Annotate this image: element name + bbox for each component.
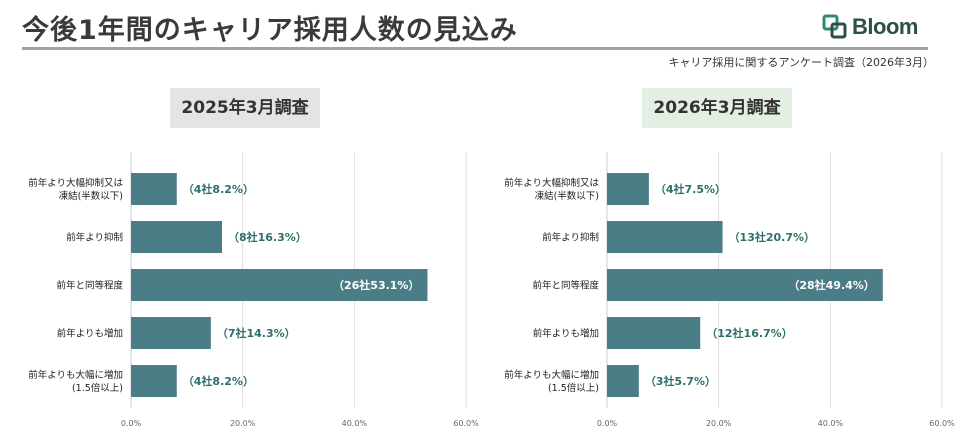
data-label: （3社5.7%） [645, 374, 716, 388]
data-label: （12社16.7%） [706, 326, 792, 340]
category-label: (1.5倍以上) [548, 382, 599, 394]
data-label: （28社49.4%） [788, 278, 874, 292]
bar [607, 173, 649, 205]
category-label: 前年より抑制 [66, 232, 123, 244]
category-label: 凍結(半数以下) [535, 190, 599, 202]
bar [131, 173, 177, 205]
data-label: （8社16.3%） [228, 230, 307, 244]
x-tick-label: 60.0% [929, 419, 955, 428]
category-label: 前年より大幅抑制又は [28, 177, 123, 189]
bar [131, 365, 177, 397]
bar [607, 269, 883, 301]
category-label: 前年と同等程度 [56, 280, 123, 292]
category-label: (1.5倍以上) [72, 382, 123, 394]
x-tick-label: 40.0% [818, 419, 844, 428]
title-divider [22, 47, 928, 50]
bar [131, 317, 211, 349]
bar [607, 317, 701, 349]
x-tick-label: 20.0% [230, 419, 256, 428]
x-tick-label: 0.0% [597, 419, 618, 428]
category-label: 前年よりも大幅に増加 [504, 369, 599, 381]
x-tick-label: 20.0% [706, 419, 732, 428]
bar [131, 221, 223, 253]
data-label: （4社8.2%） [183, 374, 254, 388]
category-label: 前年より大幅抑制又は [504, 177, 599, 189]
category-label: 凍結(半数以下) [59, 190, 123, 202]
data-label: （26社53.1%） [333, 278, 419, 292]
category-label: 前年よりも増加 [57, 328, 123, 340]
x-tick-label: 60.0% [453, 419, 479, 428]
category-label: 前年と同等程度 [532, 280, 599, 292]
bloom-logo: Bloom [822, 14, 918, 40]
logo-text: Bloom [852, 14, 918, 39]
bloom-logo-icon [822, 14, 847, 39]
bar [607, 221, 723, 253]
data-label: （4社7.5%） [655, 182, 726, 196]
chart-title-2026: 2026年3月調査 [642, 88, 792, 128]
bar [131, 269, 428, 301]
survey-source: キャリア採用に関するアンケート調査（2026年3月） [668, 56, 934, 69]
data-label: （7社14.3%） [217, 326, 296, 340]
x-tick-label: 40.0% [342, 419, 368, 428]
bar [607, 365, 639, 397]
category-label: 前年よりも増加 [533, 328, 599, 340]
chart-title-2025: 2025年3月調査 [170, 88, 320, 128]
data-label: （4社8.2%） [183, 182, 254, 196]
data-label: （13社20.7%） [729, 230, 815, 244]
category-label: 前年よりも大幅に増加 [28, 369, 123, 381]
x-tick-label: 0.0% [121, 419, 142, 428]
category-label: 前年より抑制 [542, 232, 599, 244]
page-title: 今後1年間のキャリア採用人数の見込み [22, 15, 518, 46]
